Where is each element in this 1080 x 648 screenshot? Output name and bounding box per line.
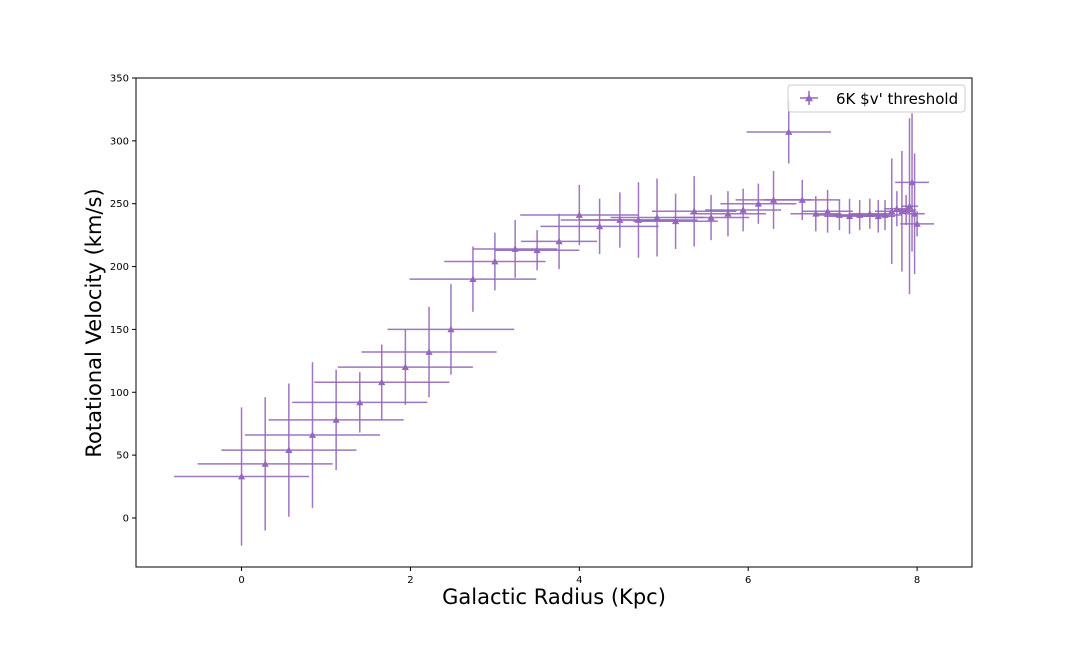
data-point — [575, 211, 583, 218]
data-point — [533, 246, 541, 254]
data-point — [616, 216, 624, 223]
data-point — [910, 210, 919, 217]
data-point — [908, 178, 916, 186]
x-tick-label: 8 — [914, 575, 920, 586]
data-point — [724, 210, 732, 217]
y-tick-label: 150 — [110, 325, 129, 336]
data-point — [902, 206, 910, 213]
data-point — [881, 211, 889, 218]
data-point — [874, 212, 882, 220]
x-axis-label: Galactic Radius (Kpc) — [442, 585, 666, 609]
data-point — [913, 220, 921, 227]
data-point — [905, 202, 914, 210]
plot-frame — [135, 77, 973, 568]
x-tick-label: 2 — [407, 575, 413, 586]
data-point — [332, 416, 340, 423]
data-point — [261, 460, 269, 467]
y-tick-label: 350 — [110, 74, 129, 85]
data-point — [356, 398, 364, 406]
y-tick-label: 250 — [110, 199, 129, 210]
legend-label: 6K $v' threshold — [836, 90, 958, 108]
data-point — [308, 431, 317, 438]
y-axis-label: Rotational Velocity (km/s) — [82, 188, 106, 457]
legend: 6K $v' threshold — [787, 84, 966, 113]
data-point — [378, 378, 386, 386]
legend-marker — [800, 91, 818, 105]
data-point — [425, 348, 433, 355]
data-point — [653, 213, 661, 221]
y-tick-label: 100 — [110, 388, 129, 399]
data-point — [511, 245, 519, 252]
data-point — [285, 446, 293, 453]
y-tick-label: 50 — [116, 451, 129, 462]
data-point — [739, 206, 747, 213]
data-point — [237, 472, 246, 480]
data-point — [866, 210, 874, 217]
y-tick-label: 300 — [110, 136, 129, 147]
data-point — [798, 196, 806, 203]
data-point — [785, 128, 793, 135]
x-axis-ticks: 0 2 4 6 8 — [238, 567, 920, 586]
plot-background — [136, 78, 972, 567]
data-markers — [237, 128, 921, 480]
legend-box — [787, 84, 966, 113]
data-point — [690, 207, 698, 215]
data-point — [707, 213, 715, 221]
data-point — [447, 325, 455, 333]
data-point — [769, 196, 778, 203]
y-axis-ticks: 0 50 100 150 200 250 300 350 — [110, 74, 136, 524]
data-point — [835, 211, 844, 218]
data-point — [754, 200, 762, 207]
data-point — [469, 275, 477, 283]
y-tick-label: 0 — [123, 513, 129, 524]
data-point — [401, 363, 409, 371]
x-tick-label: 6 — [745, 575, 751, 586]
data-point — [893, 205, 901, 212]
legend-triangle — [805, 94, 813, 102]
data-point — [845, 212, 854, 220]
data-point — [555, 237, 563, 245]
data-point — [672, 217, 680, 225]
data-point — [888, 207, 896, 215]
data-point — [596, 222, 604, 230]
data-point — [856, 211, 864, 218]
x-tick-label: 0 — [238, 575, 244, 586]
y-tick-label: 200 — [110, 262, 129, 273]
data-point — [812, 210, 820, 217]
x-tick-label: 4 — [576, 575, 582, 586]
data-point — [491, 257, 499, 265]
data-point — [634, 216, 643, 223]
data-point — [824, 207, 832, 215]
